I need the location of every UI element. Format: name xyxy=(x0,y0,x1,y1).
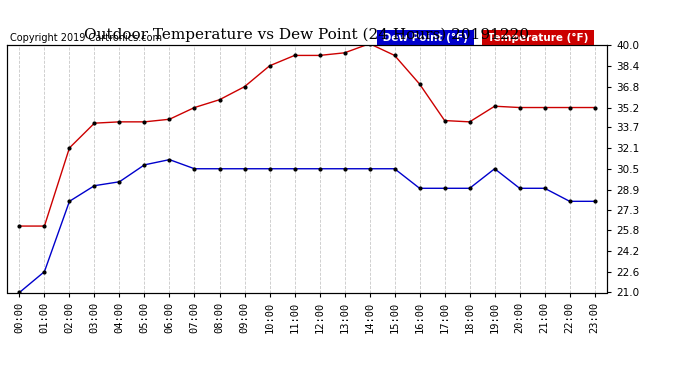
Text: Dew Point (°F): Dew Point (°F) xyxy=(379,33,471,42)
Title: Outdoor Temperature vs Dew Point (24 Hours) 20191220: Outdoor Temperature vs Dew Point (24 Hou… xyxy=(84,28,530,42)
Text: Temperature (°F): Temperature (°F) xyxy=(484,33,592,42)
Text: Copyright 2019 Cartronics.com: Copyright 2019 Cartronics.com xyxy=(10,33,162,42)
